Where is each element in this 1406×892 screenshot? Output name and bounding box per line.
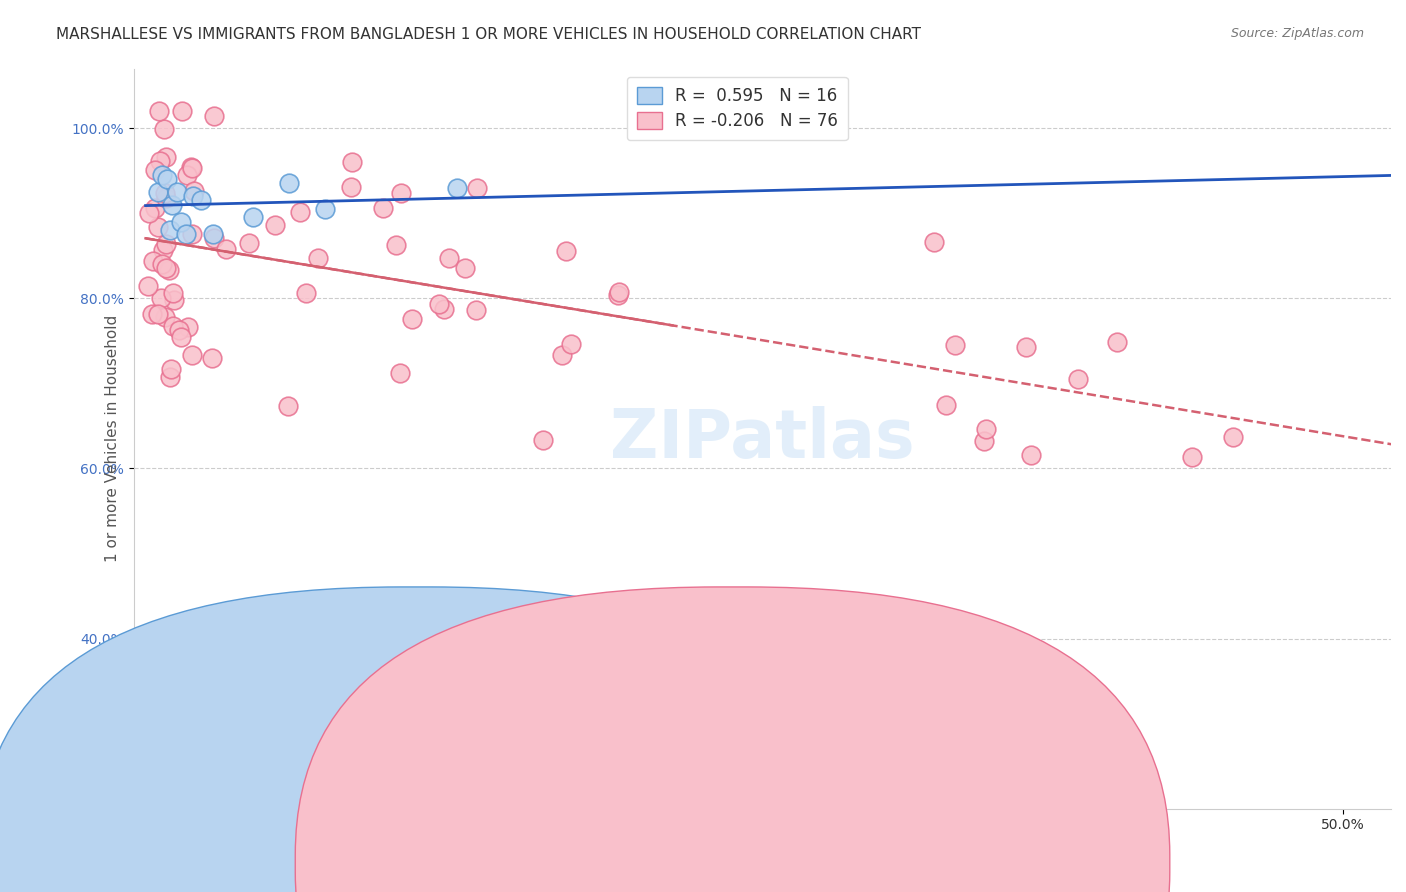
Point [159,370,181,384]
Y-axis label: 1 or more Vehicles in Household: 1 or more Vehicles in Household [104,315,120,562]
Point [146,185,169,199]
Point [149,291,172,305]
Point [150,257,173,271]
Point [427,297,450,311]
Point [215,242,238,256]
Point [1021,448,1043,462]
Point [157,263,180,277]
Point [170,330,193,344]
Point [180,161,202,175]
Point [155,260,177,275]
Point [560,337,582,351]
Point [607,285,630,300]
Point [433,301,456,316]
Point [340,180,363,194]
Point [152,121,174,136]
Text: Source: ZipAtlas.com: Source: ZipAtlas.com [1230,27,1364,40]
Point [176,168,198,182]
Point [181,349,204,363]
Point [385,237,408,252]
Point [371,201,394,215]
Point [155,310,177,324]
Point [238,235,260,250]
Text: Marshallese: Marshallese [447,854,537,868]
Point [974,422,997,436]
Point [606,288,628,302]
Point [177,320,200,334]
Point [437,251,460,265]
Point [146,308,169,322]
Point [170,104,193,119]
Point [263,218,285,232]
Point [922,235,945,249]
Point [162,285,184,300]
Point [935,398,957,412]
Point [169,323,191,337]
Point [294,286,316,301]
Point [156,172,179,186]
Point [190,194,212,208]
Point [1222,429,1244,443]
Point [202,109,225,123]
Legend: R =  0.595   N = 16, R = -0.206   N = 76: R = 0.595 N = 16, R = -0.206 N = 76 [627,77,848,140]
Point [183,189,205,203]
Point [401,311,423,326]
Text: MARSHALLESE VS IMMIGRANTS FROM BANGLADESH 1 OR MORE VEHICLES IN HOUSEHOLD CORREL: MARSHALLESE VS IMMIGRANTS FROM BANGLADES… [56,27,921,42]
Point [143,163,166,178]
Point [146,220,169,235]
Point [152,243,174,257]
Point [159,223,181,237]
Point [148,153,170,168]
Point [174,227,197,242]
Point [389,366,412,380]
Point [314,202,336,216]
Point [138,206,160,220]
Point [180,227,202,241]
Point [342,155,364,169]
Point [242,211,264,225]
Point [555,244,578,258]
Point [389,186,412,201]
Point [278,177,301,191]
Point [1015,340,1038,354]
Point [142,254,165,268]
Point [166,185,188,199]
Point [973,434,995,448]
Point [170,214,193,228]
Point [454,260,477,275]
Point [150,168,173,182]
Point [202,231,225,245]
Point [155,236,177,251]
Point [464,302,486,317]
Point [141,307,163,321]
Point [307,251,329,265]
Point [201,227,224,242]
Point [162,318,184,333]
Point [180,160,202,174]
Point [200,351,222,366]
Point [943,338,966,352]
Point [183,185,205,199]
Point [160,197,183,211]
Point [276,399,298,413]
Point [446,180,468,194]
Text: Immigrants from Bangladesh: Immigrants from Bangladesh [704,854,927,868]
Point [143,201,166,215]
Point [136,279,159,293]
Point [155,186,177,201]
Point [1105,335,1128,350]
Point [159,362,181,376]
Point [465,181,488,195]
Point [163,293,186,307]
Point [148,104,170,119]
Point [155,191,177,205]
Point [533,433,555,447]
Point [155,150,177,164]
Point [551,348,574,362]
Point [1181,450,1204,465]
Point [1067,372,1090,386]
Text: ZIPatlas: ZIPatlas [610,406,915,472]
Point [288,205,311,219]
